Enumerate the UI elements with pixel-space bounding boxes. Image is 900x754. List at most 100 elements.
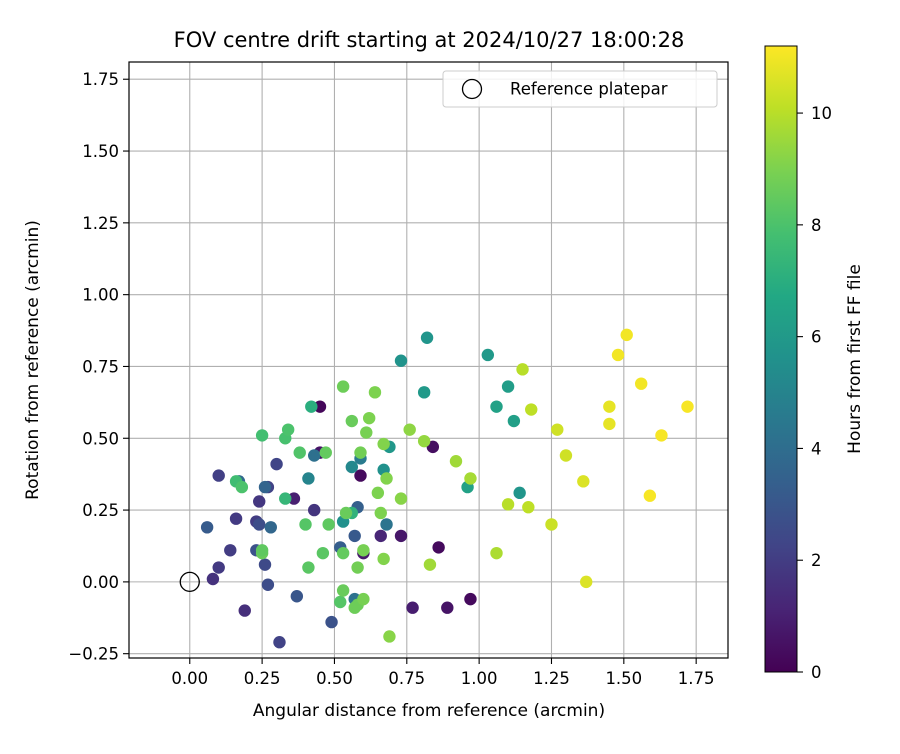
data-point bbox=[362, 411, 376, 425]
data-point bbox=[417, 386, 431, 399]
x-tick-label: 0.25 bbox=[244, 669, 281, 688]
data-point bbox=[551, 423, 564, 436]
y-tick-label: 1.75 bbox=[82, 70, 119, 89]
data-point bbox=[290, 590, 304, 603]
data-point bbox=[322, 518, 335, 531]
colorbar-label: Hours from first FF file bbox=[845, 264, 865, 454]
colorbar-tick-label: 0 bbox=[811, 663, 822, 682]
colorbar-gradient bbox=[764, 45, 798, 673]
data-point bbox=[357, 592, 370, 606]
colorbar-ticks: 0 2 4 6 8 10 bbox=[797, 104, 832, 682]
data-point bbox=[371, 486, 385, 500]
y-tick-label: 0.25 bbox=[82, 501, 119, 520]
data-point bbox=[525, 403, 538, 416]
data-point bbox=[336, 584, 350, 597]
data-point bbox=[348, 529, 361, 543]
data-point bbox=[368, 386, 382, 399]
data-point bbox=[464, 592, 477, 606]
data-point bbox=[507, 414, 521, 428]
data-point bbox=[380, 472, 393, 485]
y-tick-label: 1.50 bbox=[82, 142, 119, 161]
data-point bbox=[417, 434, 431, 448]
colorbar-tick-label: 10 bbox=[811, 104, 832, 123]
y-tick-label: 1.00 bbox=[82, 286, 119, 305]
y-tick-label: 0.00 bbox=[82, 573, 119, 592]
data-point bbox=[279, 492, 292, 505]
reference-point bbox=[179, 571, 200, 593]
data-point bbox=[481, 348, 495, 362]
x-tick-label: 0.75 bbox=[388, 669, 425, 688]
data-point bbox=[305, 400, 318, 413]
data-point bbox=[313, 400, 327, 413]
x-tick-label: 0.50 bbox=[316, 669, 353, 688]
data-point bbox=[316, 546, 330, 560]
data-point bbox=[281, 423, 295, 436]
data-point bbox=[655, 429, 668, 442]
data-point bbox=[501, 498, 515, 511]
data-point bbox=[580, 575, 593, 589]
colorbar-tick-label: 4 bbox=[811, 439, 822, 458]
data-point bbox=[307, 503, 321, 517]
data-point bbox=[360, 426, 373, 439]
data-point bbox=[490, 400, 503, 413]
data-point bbox=[339, 506, 353, 520]
x-tick-label: 0.00 bbox=[171, 669, 208, 688]
data-point bbox=[559, 449, 573, 462]
y-axis-label: Rotation from reference (arcmin) bbox=[23, 220, 43, 500]
data-points bbox=[200, 328, 694, 649]
data-point bbox=[513, 486, 526, 500]
y-tick-label: 0.50 bbox=[82, 429, 119, 448]
data-point bbox=[634, 377, 648, 390]
colorbar: 0 2 4 6 8 10 Hours from first FF file bbox=[764, 45, 865, 682]
data-point bbox=[336, 380, 350, 393]
data-point bbox=[432, 541, 445, 554]
data-point bbox=[380, 518, 393, 531]
data-point bbox=[325, 615, 338, 629]
data-point bbox=[620, 328, 633, 342]
chart-title: FOV centre drift starting at 2024/10/27 … bbox=[174, 28, 685, 52]
data-point bbox=[238, 604, 251, 617]
data-point bbox=[423, 558, 437, 571]
data-point bbox=[261, 578, 275, 591]
data-point bbox=[522, 501, 535, 514]
legend-label-reference: Reference platepar bbox=[510, 80, 668, 99]
data-point bbox=[336, 546, 350, 560]
x-tick-label: 1.75 bbox=[678, 669, 715, 688]
data-point bbox=[374, 529, 387, 543]
data-point bbox=[345, 414, 359, 428]
data-point bbox=[394, 354, 408, 367]
data-point bbox=[200, 521, 214, 534]
data-point bbox=[403, 423, 416, 436]
data-point bbox=[224, 544, 237, 557]
x-tick-label: 1.00 bbox=[461, 669, 498, 688]
data-point bbox=[377, 437, 390, 451]
data-point bbox=[377, 552, 390, 566]
data-point bbox=[394, 529, 408, 543]
data-point bbox=[577, 475, 590, 488]
data-point bbox=[235, 480, 249, 494]
y-tick-label: 0.75 bbox=[82, 357, 119, 376]
data-point bbox=[299, 518, 312, 531]
y-axis-ticks: −0.25 0.00 0.25 0.50 0.75 1.00 1.25 1.50 1.75 bbox=[68, 70, 129, 664]
data-point bbox=[258, 558, 272, 571]
data-point bbox=[229, 512, 243, 525]
data-point bbox=[420, 331, 434, 344]
plot-frame bbox=[128, 61, 729, 659]
data-point bbox=[302, 561, 315, 574]
data-point bbox=[270, 457, 283, 471]
legend: Reference platepar bbox=[442, 70, 718, 108]
data-point bbox=[464, 472, 477, 485]
data-point bbox=[319, 446, 332, 459]
data-point bbox=[334, 595, 347, 609]
legend-marker-reference bbox=[461, 78, 483, 100]
data-point bbox=[293, 446, 306, 459]
x-axis-ticks: 0.00 0.25 0.50 0.75 1.00 1.25 1.50 1.75 bbox=[171, 658, 715, 688]
data-point bbox=[273, 636, 286, 649]
data-point bbox=[212, 469, 225, 482]
data-point bbox=[255, 544, 269, 557]
data-point bbox=[490, 546, 503, 560]
data-point bbox=[611, 348, 625, 362]
data-point bbox=[354, 469, 367, 482]
